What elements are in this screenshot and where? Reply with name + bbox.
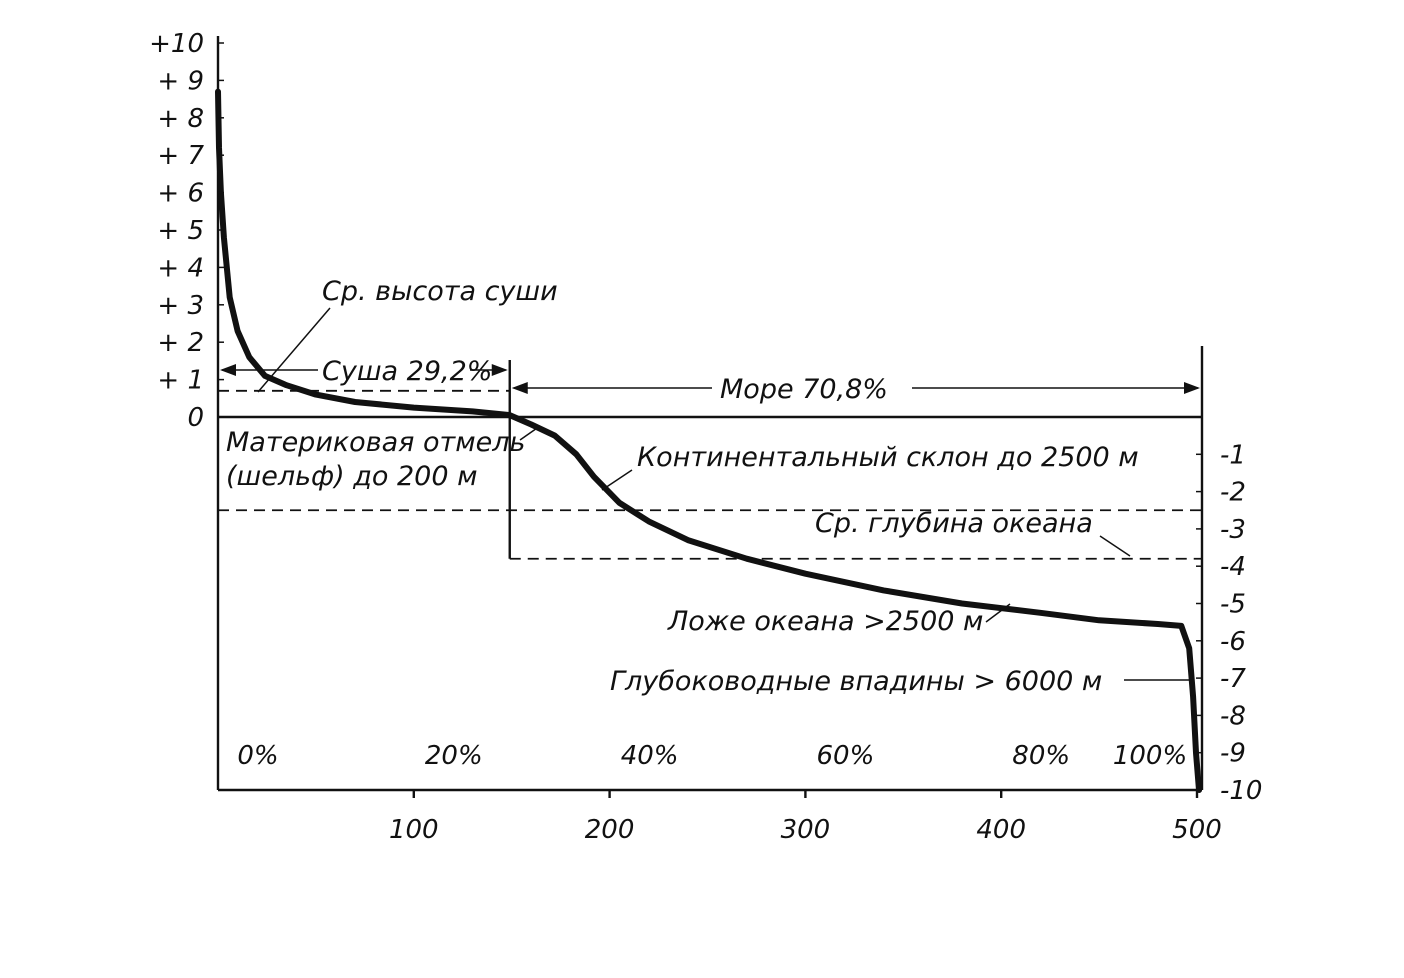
- y-tick-left-label: + 8: [157, 104, 204, 134]
- curve-point: [247, 355, 251, 359]
- y-tick-right-label: -3: [1220, 515, 1246, 545]
- curve-point: [574, 452, 578, 456]
- x-tick-percent-label: 0%: [237, 741, 278, 771]
- sea-arrowhead-right: [1184, 382, 1200, 394]
- y-tick-right-label: -2: [1220, 478, 1246, 508]
- annotation-mean-ocean-depth: Ср. глубина океана: [815, 508, 1093, 539]
- annotation-deep-trenches: Глубоководные впадины > 6000 м: [610, 666, 1102, 697]
- annotation-shelf-line1: Материковая отмель: [226, 427, 525, 458]
- y-tick-right-label: -1: [1220, 440, 1246, 470]
- curve-point: [1156, 622, 1160, 626]
- annotation-land-share: Суша 29,2%: [322, 356, 492, 387]
- curve-point: [1191, 695, 1195, 699]
- x-tick-bottom-label: 200: [585, 815, 635, 845]
- y-tick-right-label: -4: [1220, 552, 1246, 582]
- curve-point: [263, 374, 267, 378]
- y-tick-left-label: + 4: [157, 253, 204, 283]
- curve-point: [617, 501, 621, 505]
- curve-point: [529, 423, 533, 426]
- curve-point: [882, 588, 886, 592]
- annotation-shelf-line2: (шельф) до 200 м: [226, 461, 477, 492]
- curve-point: [686, 538, 690, 542]
- sea-arrowhead-left: [511, 382, 528, 394]
- y-tick-left-label: + 6: [157, 179, 204, 209]
- curve-point: [314, 393, 318, 397]
- curve-point: [1097, 618, 1101, 622]
- curve-point: [412, 406, 416, 410]
- y-tick-left-label: 0: [187, 403, 204, 433]
- curve-point: [217, 146, 221, 150]
- curve-point: [803, 572, 807, 576]
- x-tick-percent-label: 20%: [425, 741, 483, 771]
- x-tick-percent-label: 40%: [621, 741, 679, 771]
- y-tick-left-label: +10: [149, 29, 204, 59]
- y-tick-right-label: -5: [1220, 590, 1246, 620]
- y-tick-right-label: -8: [1220, 701, 1246, 731]
- annotation-mean-land-height: Ср. высота суши: [322, 276, 558, 307]
- curve-point: [216, 90, 220, 94]
- x-tick-bottom-label: 100: [389, 815, 439, 845]
- y-tick-right-label: -9: [1220, 739, 1246, 769]
- y-tick-right-label: -10: [1220, 776, 1262, 806]
- leader-mean-ocean-depth: [1099, 535, 1131, 557]
- x-tick-percent-label: 100%: [1113, 741, 1187, 771]
- curve-point: [236, 329, 240, 333]
- y-tick-left-label: + 7: [157, 141, 204, 171]
- curve-point: [745, 557, 749, 561]
- curve-point: [1038, 611, 1042, 615]
- curve-point: [960, 602, 964, 605]
- y-tick-right-label: -6: [1220, 627, 1246, 657]
- x-tick-bottom-label: 500: [1172, 815, 1222, 845]
- y-tick-right-label: -7: [1220, 664, 1246, 694]
- annotation-ocean-floor: Ложе океана >2500 м: [667, 606, 983, 637]
- curve-point: [228, 295, 232, 299]
- y-tick-left-label: + 5: [157, 216, 204, 246]
- annotation-sea-share: Море 70,8%: [720, 374, 888, 405]
- y-tick-left-label: + 9: [157, 66, 204, 96]
- curve-point: [1179, 624, 1183, 628]
- curve-point: [647, 519, 651, 523]
- curve-point: [592, 475, 596, 479]
- y-tick-left-label: + 2: [157, 328, 204, 358]
- curve-point: [508, 413, 512, 417]
- curve-point: [553, 434, 557, 438]
- annotation-continental-slope: Континентальный склон до 2500 м: [637, 442, 1139, 473]
- x-tick-bottom-label: 400: [976, 815, 1026, 845]
- x-tick-bottom-label: 300: [781, 815, 831, 845]
- y-tick-left-label: + 3: [157, 291, 204, 321]
- curve-point: [353, 400, 357, 404]
- land-arrowhead-right: [491, 364, 508, 376]
- x-tick-percent-label: 60%: [817, 741, 875, 771]
- x-tick-percent-label: 80%: [1012, 741, 1070, 771]
- curve-point: [222, 236, 226, 239]
- curve-point: [285, 383, 288, 387]
- y-tick-left-label: + 1: [157, 366, 204, 396]
- land-arrowhead-left: [220, 364, 236, 376]
- curve-point: [1187, 646, 1191, 650]
- curve-point: [471, 409, 474, 413]
